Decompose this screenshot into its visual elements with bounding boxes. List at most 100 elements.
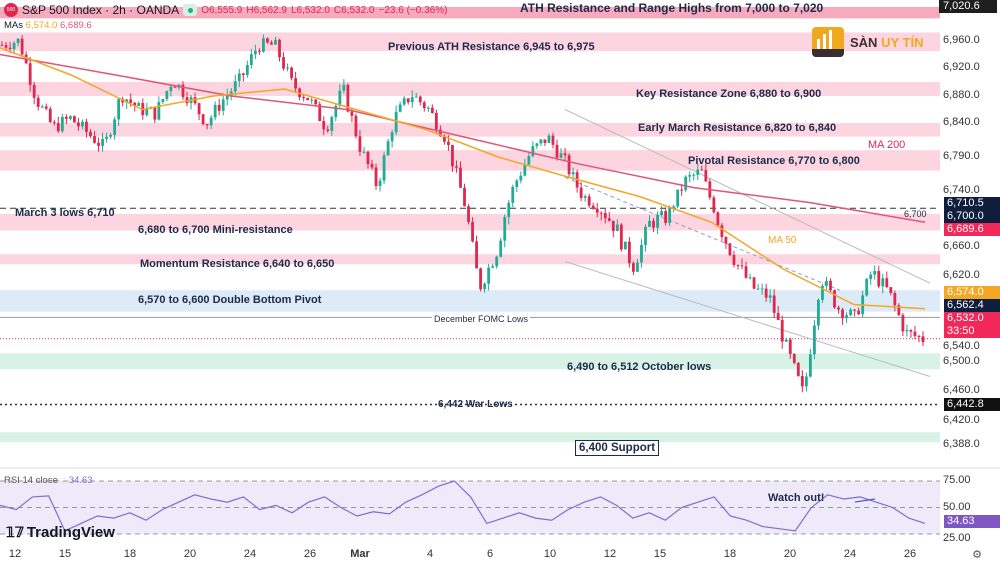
candle-body [418,96,422,103]
time-axis-label: 26 [903,548,917,560]
symbol-title[interactable]: S&P 500 Index · 2h · OANDA [22,3,180,17]
candle-body [543,139,547,143]
ma-legend[interactable]: MAs 6,574.0 6,689.6 [4,20,92,31]
candle-body [241,73,245,75]
war-lows-label: 6,442 War Lows [438,399,513,410]
time-axis-label: 26 [303,548,317,560]
candle-body [169,86,173,91]
candle-body [495,256,499,267]
candle-body [0,45,4,47]
price-axis-label: 6,420.0 [943,414,980,426]
candle-body [877,271,881,287]
candle-body [438,129,442,137]
candle-body [724,236,728,244]
time-axis-label: 15 [653,548,667,560]
candle-body [644,226,647,245]
candle-body [4,45,8,48]
candle-body [837,307,840,310]
candle-body [475,241,478,269]
price-tag: 6,689.6 [944,223,1000,236]
candle-body [660,211,663,216]
candle-body [652,220,655,228]
candle-body [366,151,370,164]
settings-icon[interactable]: ⚙ [972,549,982,561]
candle-body [893,293,897,306]
price-tag: 6,574.0 [944,286,1000,299]
candle-body [559,153,563,158]
ma200-value: 6,689.6 [59,20,92,31]
candle-body [752,277,756,289]
rsi-settings-icon[interactable]: ◌ [60,475,67,486]
candle-body [350,111,354,116]
candle-body [700,169,704,171]
candle-body [157,102,161,120]
rsi-axis-label: 25.00 [943,532,971,544]
early-march-label: Early March Resistance 6,820 to 6,840 [638,122,837,134]
candle-body [109,134,113,137]
candle-body [28,63,32,85]
candle-body [205,124,209,126]
brand-chart-icon [812,27,844,57]
candle-body [217,104,221,111]
rsi-watch-label: Watch out! [768,492,825,504]
candle-body [398,104,402,112]
candle-body [414,96,418,98]
candle-body [611,220,615,232]
ohlc-high: H6,562.9 [246,4,287,16]
candle-body [849,309,853,316]
candle-body [817,299,820,326]
rsi-legend[interactable]: RSI 14 close ◌ 34.63 [4,475,93,486]
time-axis-label: 20 [183,548,197,560]
candle-body [800,375,804,387]
ohlc-low: L6,532.0 [290,4,330,16]
price-tag: 6,710.5 [944,197,1000,210]
tradingview-logo: 𝟙𝟟 TradingView [6,524,115,541]
candle-body [732,255,736,265]
candle-body [48,108,52,123]
candle-body [245,65,249,75]
candle-body [905,330,909,332]
zone-resistance [0,32,940,52]
candle-body [129,99,133,103]
candle-body [270,42,273,45]
rsi-value: 34.63 [68,475,93,486]
support-label: 6,400 Support [575,440,660,456]
time-axis-label: 20 [783,548,797,560]
candle-body [278,39,281,58]
candle-body [555,144,559,158]
brand-name-a: SÀN [850,34,878,50]
candle-body [885,278,889,288]
candle-body [89,131,92,137]
candle-body [595,208,599,213]
candle-body [342,84,346,91]
candle-body [692,174,696,176]
candle-body [619,224,623,250]
ma50-label: MA 50 [768,235,797,246]
candle-body [889,287,893,294]
candle-body [197,103,201,115]
candle-body [161,99,165,103]
price-axis-label: 6,620.0 [943,269,980,281]
candle-body [77,122,80,127]
candle-body [378,180,382,186]
tradingview-text: TradingView [26,524,115,541]
candle-body [85,121,88,132]
march3-label: March 3 lows 6,710 [15,207,115,219]
candle-body [607,218,611,221]
candle-body [808,354,812,377]
candle-body [318,104,322,122]
candle-body [406,98,410,103]
time-axis-label: 18 [723,548,737,560]
time-axis-label: 24 [843,548,857,560]
candle-body [153,107,157,120]
candle-body [434,112,438,130]
channel-line [564,261,931,377]
candle-body [266,38,269,43]
candle-body [12,43,16,50]
candle-body [483,283,487,290]
candle-body [338,90,342,106]
candle-body [72,116,76,123]
candle-body [796,362,800,376]
candle-body [390,132,394,142]
